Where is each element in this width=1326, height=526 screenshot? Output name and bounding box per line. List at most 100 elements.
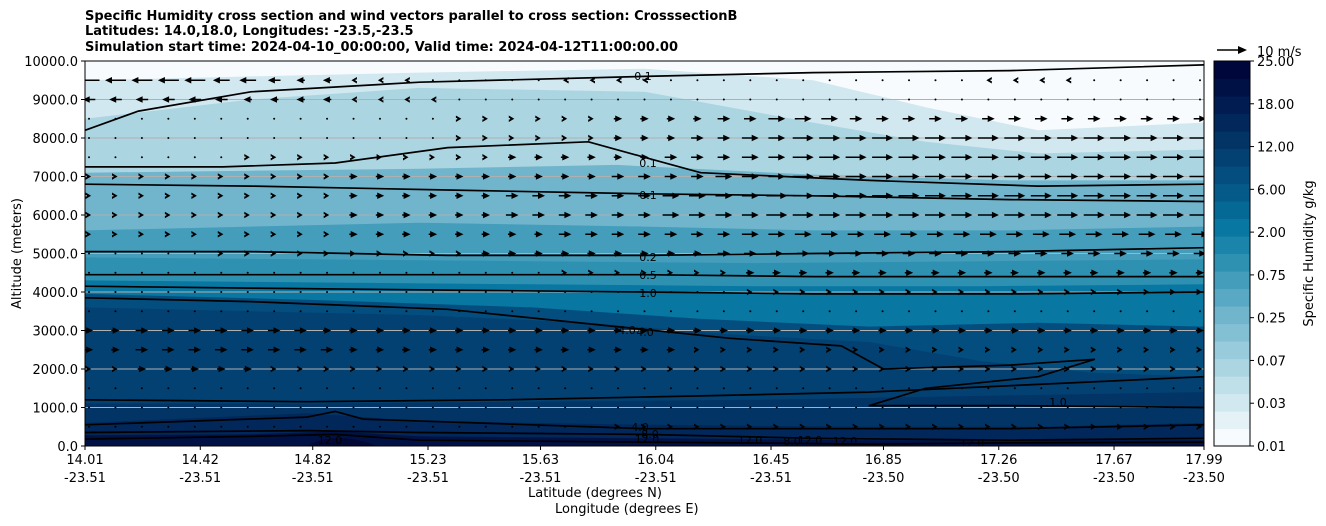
wind-vector-13-9: [322, 327, 332, 334]
wind-vector-0-5: [212, 77, 230, 84]
wind-vector-18-1: [114, 425, 117, 428]
wind-vector-8-15: [481, 231, 490, 238]
wind-vector-0-9: [322, 77, 332, 84]
wind-vector-17-14: [458, 406, 461, 409]
wind-vector-9-30: [876, 250, 889, 257]
wind-vector-16-23: [696, 387, 699, 390]
wind-vector-14-11: [375, 346, 385, 353]
wind-vector-5-21: [638, 173, 651, 180]
wind-vector-16-32: [934, 387, 937, 390]
wind-vector-6-33: [951, 192, 973, 199]
wind-reference-label: 10 m/s: [1257, 45, 1302, 60]
wind-vector-14-24: [720, 346, 726, 353]
wind-vector-13-24: [719, 327, 729, 334]
wind-vector-13-37: [1063, 327, 1072, 334]
wind-vector-5-6: [244, 173, 250, 180]
wind-vector-18-0: [88, 425, 90, 428]
wind-vector-6-42: [1189, 192, 1204, 199]
wind-vector-1-34: [987, 98, 990, 101]
wind-vector-14-10: [349, 346, 358, 353]
wind-vector-5-19: [587, 173, 596, 180]
wind-vector-1-13: [430, 96, 437, 103]
wind-vector-11-9: [326, 291, 329, 293]
colorbar-tick-label-2: 0.07: [1257, 354, 1286, 369]
wind-vector-8-40: [1138, 231, 1156, 238]
wind-vector-8-18: [558, 231, 572, 238]
wind-vector-8-16: [508, 231, 517, 238]
wind-vector-1-5: [215, 96, 228, 103]
wind-vector-6-16: [505, 192, 519, 199]
wind-vector-18-4: [193, 425, 196, 428]
wind-vector-8-39: [1112, 231, 1129, 238]
wind-vector-7-33: [951, 211, 973, 219]
wind-vector-10-12: [405, 271, 408, 274]
wind-vector-2-17: [535, 115, 541, 122]
wind-vector-4-31: [898, 154, 920, 161]
wind-vector-2-23: [693, 115, 702, 122]
wind-vector-1-9: [322, 96, 332, 103]
wind-vector-8-2: [138, 231, 144, 238]
wind-vector-12-27: [802, 310, 805, 313]
wind-vector-16-26: [775, 387, 778, 390]
contour-line-4: [85, 273, 1204, 278]
wind-vector-16-7: [273, 387, 276, 390]
wind-vector-17-3: [167, 406, 170, 409]
colorbar-tick-label-7: 12.00: [1257, 141, 1294, 156]
wind-vector-5-39: [1110, 173, 1132, 180]
contour-label-16: 12.0: [833, 435, 858, 448]
wind-vector-7-5: [217, 211, 224, 219]
wind-vector-6-14: [455, 192, 464, 199]
wind-vector-8-10: [349, 231, 358, 238]
wind-vector-9-0: [88, 252, 90, 255]
wind-vector-4-6: [244, 154, 250, 161]
wind-vector-18-3: [167, 425, 170, 428]
wind-vector-3-29: [845, 134, 867, 142]
wind-vector-9-10: [350, 250, 356, 257]
wind-vector-12-23: [696, 310, 699, 313]
wind-vector-12-14: [458, 310, 461, 313]
wind-vector-0-28: [828, 79, 831, 82]
colorbar-segment-20: [1214, 78, 1250, 97]
wind-vector-2-14: [455, 115, 462, 122]
wind-vector-9-21: [640, 250, 649, 257]
wind-vector-5-40: [1136, 173, 1158, 180]
wind-vector-4-15: [482, 154, 488, 161]
wind-vector-11-28: [826, 288, 832, 296]
wind-vector-14-1: [111, 346, 120, 353]
wind-vector-3-2: [140, 137, 143, 139]
wind-vector-10-9: [326, 271, 329, 274]
wind-vector-11-41: [1170, 288, 1176, 296]
wind-vector-9-11: [376, 250, 383, 257]
wind-vector-18-21: [641, 423, 647, 430]
wind-vector-16-37: [1066, 387, 1069, 390]
wind-vector-11-13: [431, 291, 434, 293]
x-tick-lon-9: -23.50: [1093, 471, 1135, 486]
wind-vector-15-31: [905, 365, 912, 373]
wind-vector-7-18: [558, 211, 572, 219]
wind-vector-18-36: [1037, 423, 1044, 430]
wind-vector-4-0: [88, 156, 90, 159]
wind-vector-6-4: [191, 192, 197, 199]
wind-vector-7-8: [297, 211, 303, 219]
wind-vector-1-40: [1146, 98, 1149, 101]
wind-vector-14-31: [905, 346, 912, 353]
wind-vector-16-42: [1199, 387, 1201, 390]
wind-vector-15-27: [799, 365, 806, 373]
wind-vector-11-1: [114, 291, 117, 293]
wind-vector-16-10: [352, 387, 355, 390]
wind-vector-17-41: [1172, 406, 1175, 409]
wind-vector-0-21: [642, 77, 648, 84]
surface-max-region: [307, 438, 378, 446]
wind-vector-15-39: [1117, 365, 1123, 373]
wind-vector-18-28: [826, 423, 832, 430]
wind-vector-5-23: [691, 173, 704, 180]
y-tick-label-7: 7000.0: [33, 171, 79, 186]
wind-vector-7-2: [138, 211, 144, 219]
wind-vector-9-33: [955, 250, 969, 257]
wind-vector-9-26: [770, 250, 784, 257]
wind-vector-1-32: [934, 98, 937, 101]
wind-vector-10-6: [246, 271, 249, 274]
wind-vector-11-32: [932, 288, 938, 296]
wind-vector-3-5: [220, 137, 223, 139]
wind-vector-3-7: [273, 137, 276, 139]
